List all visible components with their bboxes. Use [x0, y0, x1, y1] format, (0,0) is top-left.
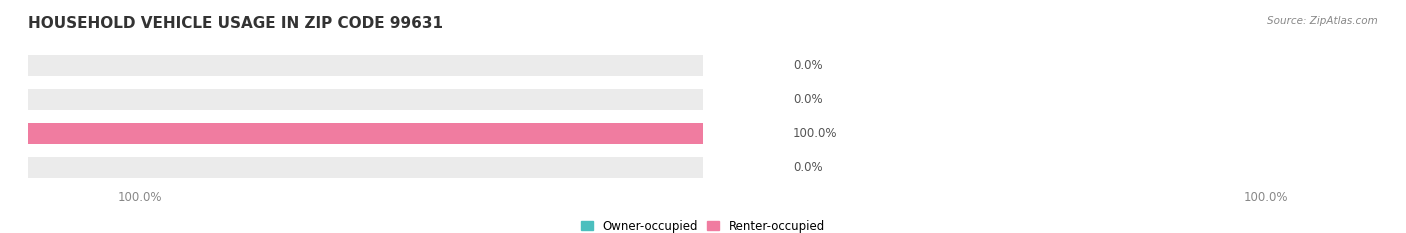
Bar: [0, 89, 703, 110]
Text: Source: ZipAtlas.com: Source: ZipAtlas.com: [1267, 16, 1378, 26]
Text: 0.0%: 0.0%: [793, 59, 823, 72]
Text: 100.0%: 100.0%: [1243, 191, 1288, 204]
Text: 100.0%: 100.0%: [118, 191, 163, 204]
Bar: [0, 157, 703, 178]
Bar: [0, 55, 703, 76]
Bar: [0, 123, 703, 144]
Legend: Owner-occupied, Renter-occupied: Owner-occupied, Renter-occupied: [576, 215, 830, 233]
Text: 0.0%: 0.0%: [793, 93, 823, 106]
Bar: [0, 123, 703, 144]
Text: HOUSEHOLD VEHICLE USAGE IN ZIP CODE 99631: HOUSEHOLD VEHICLE USAGE IN ZIP CODE 9963…: [28, 16, 443, 31]
Text: 100.0%: 100.0%: [793, 127, 838, 140]
Text: 0.0%: 0.0%: [793, 161, 823, 174]
